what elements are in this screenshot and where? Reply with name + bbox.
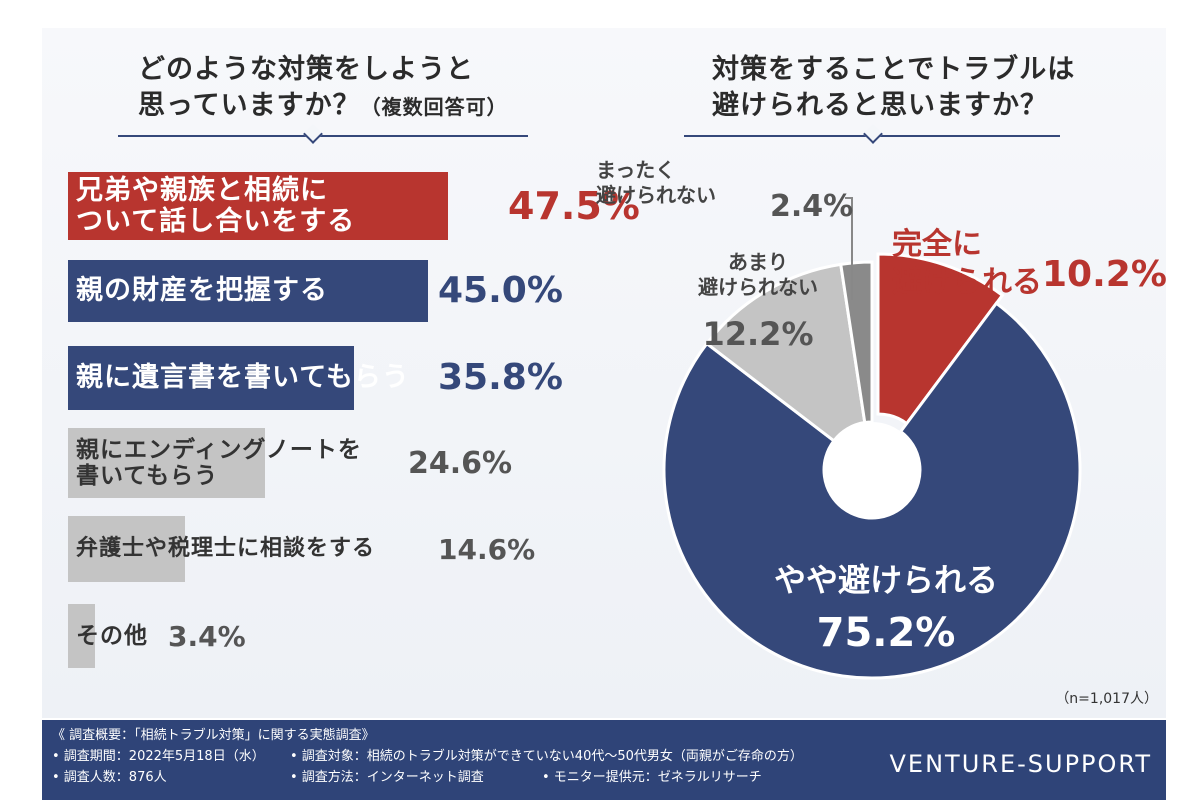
bar-value-label: 3.4% (168, 619, 246, 653)
brand-logo: VENTURE-SUPPORT (889, 750, 1152, 778)
sample-size-note: （n=1,017人） (1055, 691, 1158, 707)
donut-label-never: まったく 避けられない (596, 158, 716, 207)
right-question-line1: 対策をすることでトラブルは (712, 54, 1076, 85)
bar-row: 親に遺言書を書いてもらう 35.8% (68, 346, 563, 410)
donut-label-somewhat: やや避けられる (773, 561, 998, 599)
left-question-line2: 思っていますか？ (138, 90, 361, 121)
bar (68, 516, 185, 582)
bar-value-label: 24.6% (408, 445, 513, 481)
bar-value-label: 35.8% (438, 357, 563, 399)
footer-method: • 調査方法：インターネット調査 (290, 770, 484, 785)
bar (68, 604, 96, 668)
donut-value-complete: 10.2% (1042, 254, 1167, 295)
bar (68, 428, 265, 498)
bar-row: 親の財産を把握する 45.0% (68, 260, 563, 322)
left-question-underline (118, 135, 528, 137)
bar-row: 親にエンディングノートを 書いてもらう 24.6% (68, 428, 548, 498)
donut-value-never: 2.4% (770, 189, 854, 224)
bar-category-label: 弁護士や税理士に相談をする (76, 536, 376, 562)
right-question-title: 対策をすることでトラブルは 避けられると思いますか？ (712, 52, 1075, 124)
bar (68, 346, 355, 410)
bar-row: 弁護士や税理士に相談をする 14.6% (68, 516, 548, 582)
donut-label-rarely: あまり 避けられない (698, 250, 818, 299)
bar-value-label: 47.5% (508, 184, 640, 229)
footer-count: • 調査人数：876人 (52, 770, 167, 785)
bar-row: 兄弟や親族と相続に ついて話し合いをする 47.5% (68, 172, 640, 240)
survey-footer: 《 調査概要：「相続トラブル対策」に関する実態調査》 • 調査期間：2022年5… (42, 720, 1166, 800)
bar-category-label: その他 (76, 622, 148, 649)
left-question-note: （複数回答可） (360, 95, 508, 119)
right-question-line2: 避けられると思いますか？ (712, 90, 1048, 121)
donut-value-rarely: 12.2% (702, 315, 814, 353)
footer-target: • 調査対象：相続のトラブル対策ができていない40代〜50代男女（両親がご存命の… (290, 749, 803, 764)
left-question-title: どのような対策をしようと 思っていますか？（複数回答可） (138, 52, 508, 125)
bar-category-label: 兄弟や親族と相続に ついて話し合いをする (76, 174, 356, 237)
bar-value-label: 14.6% (438, 532, 536, 566)
bar-category-label: 親の財産を把握する (76, 275, 328, 307)
bar-category-label: 親にエンディングノートを 書いてもらう (76, 436, 362, 489)
bar-row: その他 3.4% (68, 604, 548, 668)
donut-label-complete-name: 完全に 避けられる (892, 227, 1042, 300)
bar (68, 172, 448, 240)
bar-category-label: 親に遺言書を書いてもらう (76, 362, 410, 394)
footer-provider: • モニター提供元：ゼネラルリサーチ (542, 770, 762, 785)
left-question-line1: どのような対策をしようと (138, 54, 474, 85)
bar-value-label: 45.0% (438, 270, 563, 312)
footer-period: • 調査期間：2022年5月18日（水） (52, 749, 265, 764)
bar (68, 260, 428, 322)
donut-label-complete: 完全に 避けられる (892, 226, 1042, 301)
footer-title: 《 調査概要：「相続トラブル対策」に関する実態調査》 (52, 728, 375, 743)
donut-value-somewhat: 75.2% (816, 610, 956, 656)
